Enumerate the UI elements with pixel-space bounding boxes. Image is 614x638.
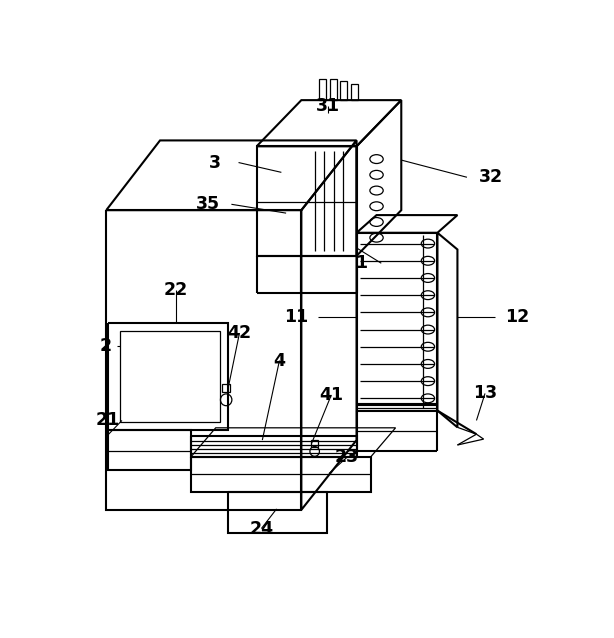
Text: 22: 22	[163, 281, 188, 299]
Text: 21: 21	[96, 412, 120, 429]
Text: 12: 12	[505, 308, 529, 326]
Text: 35: 35	[195, 195, 220, 213]
Text: 3: 3	[209, 154, 221, 172]
Text: 42: 42	[227, 324, 252, 342]
Text: 31: 31	[316, 97, 340, 115]
Bar	[311, 440, 318, 447]
Text: 41: 41	[319, 386, 343, 404]
Text: 4: 4	[273, 352, 286, 369]
Text: 11: 11	[284, 308, 309, 326]
Bar	[120, 331, 220, 422]
Bar	[222, 383, 230, 392]
Text: 24: 24	[249, 519, 273, 538]
Text: 13: 13	[473, 385, 497, 403]
Text: 23: 23	[335, 449, 359, 466]
Text: 32: 32	[479, 168, 503, 186]
Text: 2: 2	[99, 337, 111, 355]
Text: 1: 1	[356, 254, 367, 272]
